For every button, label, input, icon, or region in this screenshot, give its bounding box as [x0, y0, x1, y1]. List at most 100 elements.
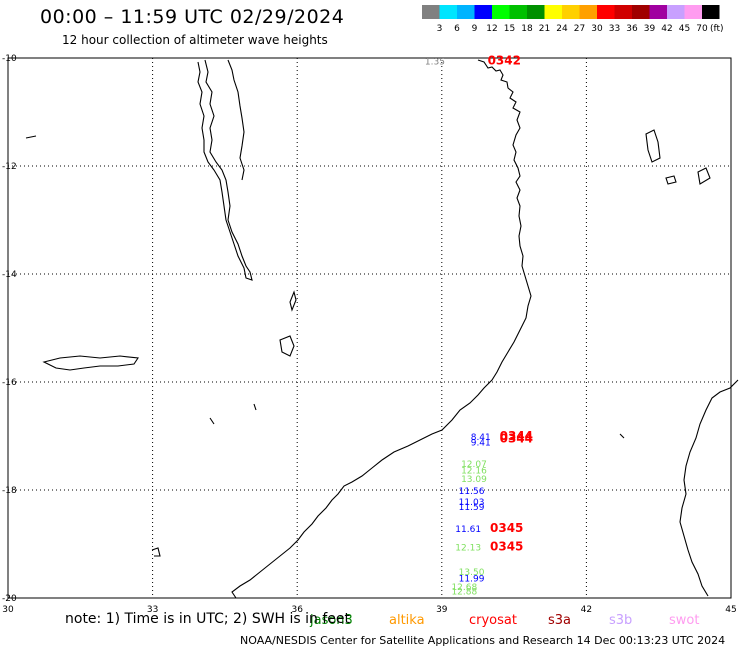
figure-title: 00:00 – 11:59 UTC 02/29/2024	[40, 6, 345, 28]
lat-tick-label: -14	[2, 270, 17, 280]
swh-value-label: 1.35	[425, 58, 445, 68]
legend-swatch	[702, 5, 720, 19]
lon-tick-label: 45	[725, 605, 736, 615]
lat-tick-label: -18	[2, 486, 17, 496]
swh-value-label: 13.09	[461, 475, 487, 485]
lake-small	[289, 290, 297, 312]
color-legend: 3 6 9 12 15 18 21 24 27 30 33 36 39 42 45 70 (ft)	[422, 5, 724, 34]
legend-label: 45	[679, 24, 690, 34]
coastline	[25, 59, 739, 599]
lon-tick-label: 39	[436, 605, 448, 615]
swh-value-label: 11.99	[459, 574, 485, 584]
lon-tick-label: 30	[2, 605, 14, 615]
axis-tick-labels: 30 33 36 39 42 45 -10 -12 -14 -16 -18 -20	[2, 54, 737, 615]
swh-value-label: 12.16	[461, 466, 487, 476]
legend-label: 24	[556, 24, 568, 34]
legend-swatch	[509, 5, 527, 19]
swh-value-label: 12.88	[451, 587, 477, 597]
legend-swatch	[667, 5, 685, 19]
legend-label: 39	[644, 24, 656, 34]
satellite-name-altika: altika	[389, 613, 425, 628]
lat-tick-label: -12	[2, 162, 17, 172]
legend-label: 3	[437, 24, 443, 34]
legend-label: 9	[472, 24, 478, 34]
lake-malawi-east-shore	[227, 59, 245, 181]
inland-water	[209, 417, 215, 425]
pass-time-label: 0345	[490, 521, 523, 535]
legend-swatch	[649, 5, 667, 19]
satellite-legend: jason3 altika cryosat s3a s3b swot	[309, 613, 699, 628]
lat-tick-label: -10	[2, 54, 17, 64]
swh-value-label: 9.41	[471, 438, 491, 448]
legend-swatch	[544, 5, 562, 19]
swh-value-label: 11.56	[459, 487, 485, 497]
swh-value-label: 13.50	[459, 568, 485, 578]
satellite-name-cryosat: cryosat	[469, 613, 517, 628]
legend-label: 21	[539, 24, 550, 34]
legend-swatch	[614, 5, 632, 19]
legend-label: 30	[591, 24, 603, 34]
legend-label: 15	[504, 24, 515, 34]
legend-label: 18	[521, 24, 533, 34]
legend-swatch	[422, 5, 440, 19]
inland-water-4	[25, 135, 37, 139]
legend-label: 42	[661, 24, 672, 34]
lake-malawi	[197, 59, 253, 281]
note-text: note: 1) Time is in UTC; 2) SWH is in fe…	[65, 611, 351, 627]
swh-value-label: 11.03	[459, 498, 485, 508]
legend-unit: (ft)	[710, 24, 724, 34]
comoros-moheli	[665, 175, 677, 185]
inland-water-3	[151, 547, 161, 557]
pass-time-label: 0344	[500, 429, 533, 443]
satellite-name-swot: swot	[669, 613, 699, 628]
legend-swatch	[527, 5, 545, 19]
island-small	[619, 433, 625, 439]
pass-time-label: 0344	[500, 432, 533, 446]
comoros-grande	[645, 129, 661, 163]
swh-value-label: 8.41	[471, 433, 491, 443]
legend-swatch	[597, 5, 615, 19]
legend-swatch	[632, 5, 650, 19]
legend-swatch	[474, 5, 492, 19]
legend-swatch	[457, 5, 475, 19]
swh-value-label: 11.61	[455, 525, 481, 535]
madagascar-coastline	[679, 379, 739, 597]
legend-label: 33	[609, 24, 620, 34]
legend-swatch	[579, 5, 597, 19]
figure-subtitle: 12 hour collection of altimeter wave hei…	[62, 33, 328, 47]
lon-tick-label: 33	[147, 605, 158, 615]
graticule	[7, 57, 732, 599]
swh-value-label: 11.59	[459, 503, 485, 513]
legend-label: 36	[626, 24, 638, 34]
lat-tick-label: -20	[2, 594, 17, 604]
swh-value-label: 12.07	[461, 460, 487, 470]
pass-time-label: 0345	[490, 540, 523, 554]
map-frame	[7, 57, 732, 599]
africa-coastline	[231, 59, 532, 599]
lake-kariba	[42, 355, 139, 371]
legend-swatch	[562, 5, 580, 19]
legend-label: 6	[454, 24, 460, 34]
lon-tick-label: 36	[291, 605, 303, 615]
legend-swatch	[684, 5, 702, 19]
legend-swatch	[492, 5, 510, 19]
lake-chilwa	[279, 335, 295, 357]
observation-labels: 1.35 03428.419.410344034412.0712.1613.091…	[425, 54, 533, 598]
legend-swatch	[439, 5, 457, 19]
comoros-anjouan	[697, 167, 711, 185]
lat-tick-label: -16	[2, 378, 17, 388]
satellite-name-jason3: jason3	[309, 613, 353, 628]
legend-label: 12	[486, 24, 497, 34]
satellite-name-s3a: s3a	[548, 613, 571, 628]
inland-water-2	[253, 403, 257, 411]
legend-label: 27	[574, 24, 585, 34]
legend-label: 70	[696, 24, 708, 34]
swh-value-label: 12.13	[455, 544, 481, 554]
pass-time-label: 0342	[488, 54, 521, 68]
swh-value-label: 12.68	[451, 583, 477, 593]
credit-text: NOAA/NESDIS Center for Satellite Applica…	[240, 634, 726, 647]
satellite-name-s3b: s3b	[609, 613, 632, 628]
lon-tick-label: 42	[581, 605, 592, 615]
